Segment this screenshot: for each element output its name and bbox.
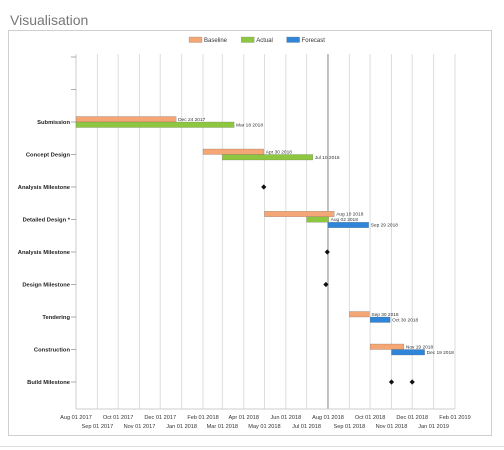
task-label: Detailed Design * xyxy=(23,218,71,224)
task-label: Build Milestone xyxy=(27,380,71,386)
bar-end-label: Apr 30 2018 xyxy=(266,149,292,155)
x-tick-label: Oct 01 2018 xyxy=(355,415,385,421)
x-tick-label: Aug 01 2017 xyxy=(60,415,92,421)
x-tick-label: Nov 01 2017 xyxy=(124,424,156,430)
gantt-bar-baseline xyxy=(369,343,405,350)
legend-swatch xyxy=(241,36,255,43)
gantt-bar-actual xyxy=(222,154,313,161)
bar-end-label: Mar 18 2018 xyxy=(236,122,263,128)
milestone-marker xyxy=(323,281,329,288)
bar-end-label: Sep 29 2018 xyxy=(371,223,399,229)
x-tick-label: Dec 01 2018 xyxy=(396,415,428,421)
x-tick-label: Apr 01 2018 xyxy=(229,415,259,421)
x-tick-label: Dec 01 2017 xyxy=(144,415,176,421)
gantt-bar-forecast xyxy=(391,349,425,356)
task-label: Concept Design xyxy=(26,153,71,159)
gantt-bar-baseline xyxy=(264,211,335,217)
legend-label: Baseline xyxy=(204,38,228,44)
bar-end-label: Oct 30 2018 xyxy=(392,317,418,323)
gantt-bar-actual xyxy=(306,216,329,223)
page-divider xyxy=(0,446,504,447)
gantt-bar-baseline xyxy=(202,148,264,155)
x-tick-label: Feb 01 2018 xyxy=(187,415,218,421)
legend-swatch xyxy=(188,36,203,43)
task-label: Design Milestone xyxy=(22,283,70,289)
x-tick-label: May 01 2018 xyxy=(248,424,280,430)
bar-end-label: Nov 19 2018 xyxy=(406,344,434,350)
legend-label: Actual xyxy=(256,38,273,44)
bar-end-label: Dec 19 2018 xyxy=(427,350,455,356)
gantt-bar-forecast xyxy=(327,222,369,228)
gantt-bar-forecast xyxy=(369,316,391,323)
x-tick-label: Oct 01 2017 xyxy=(103,415,133,421)
gantt-bar-baseline xyxy=(349,311,370,318)
milestone-marker xyxy=(388,379,395,385)
x-tick-label: Jan 01 2018 xyxy=(166,424,197,430)
x-tick-label: Sep 01 2018 xyxy=(334,424,366,430)
task-label: Analysis Milestone xyxy=(18,185,71,191)
bar-end-label: Dec 24 2017 xyxy=(178,117,206,123)
x-tick-label: Mar 01 2018 xyxy=(207,424,238,430)
gantt-chart: Aug 01 2017 Oct 01 2017 Dec 01 2017 Feb 01 … xyxy=(18,36,471,430)
chart-panel: Aug 01 2017 Oct 01 2017 Dec 01 2017 Feb 01 … xyxy=(8,30,492,436)
bar-end-label: Aug 02 2018 xyxy=(331,217,359,223)
gantt-bar-actual xyxy=(75,121,235,128)
x-tick-label: Nov 01 2018 xyxy=(376,424,408,430)
legend-swatch xyxy=(286,36,300,43)
task-label: Analysis Milestone xyxy=(18,250,71,256)
x-tick-label: Aug 01 2018 xyxy=(312,415,344,421)
milestone-marker xyxy=(324,249,330,255)
milestone-marker xyxy=(261,184,267,190)
x-tick-label: Jul 01 2018 xyxy=(292,424,321,430)
task-label: Submission xyxy=(37,120,70,126)
bar-end-label: Sep 30 2018 xyxy=(371,312,399,318)
x-tick-label: Sep 01 2017 xyxy=(82,424,114,430)
x-tick-label: Jun 01 2018 xyxy=(270,415,301,421)
page-title: Visualisation xyxy=(10,12,89,28)
milestone-marker xyxy=(409,379,415,385)
bar-end-label: Jul 10 2018 xyxy=(315,155,340,161)
x-tick-label: Feb 01 2019 xyxy=(439,415,470,421)
bar-end-label: Aug 10 2018 xyxy=(336,212,364,218)
x-tick-label: Jan 01 2019 xyxy=(418,424,449,430)
gantt-bar-baseline xyxy=(75,116,177,123)
task-label: Construction xyxy=(34,348,71,354)
task-label: Tendering xyxy=(42,315,70,321)
legend-label: Forecast xyxy=(302,38,326,44)
